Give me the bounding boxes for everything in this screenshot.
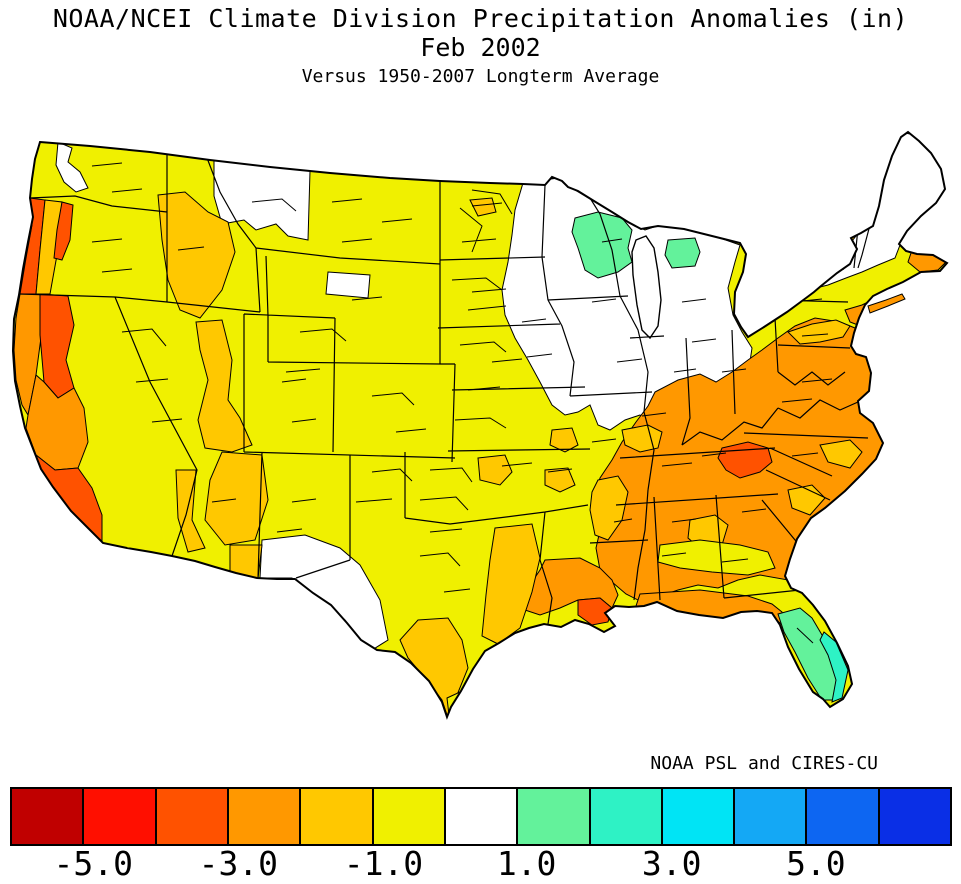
region-mississippi-amber bbox=[589, 475, 629, 541]
period-label: Feb 2002 bbox=[420, 33, 541, 62]
division-boundaries bbox=[91, 162, 833, 644]
state-boundaries bbox=[19, 149, 871, 625]
tick-label-neg1: -1.0 bbox=[343, 844, 424, 883]
lake-michigan bbox=[631, 235, 662, 340]
region-utah-amber bbox=[195, 319, 253, 453]
colorbar-cell-3 bbox=[226, 789, 300, 844]
region-california-sacramento-redorange bbox=[39, 293, 75, 399]
long-island bbox=[867, 293, 906, 314]
colorbar-cell-10 bbox=[733, 789, 806, 844]
us-outline bbox=[11, 130, 949, 720]
region-south-louisiana-redorange bbox=[577, 597, 613, 626]
colorbar-tick-labels: -5.0 -3.0 -1.0 1.0 3.0 5.0 bbox=[0, 844, 961, 884]
colorbar-cell-9 bbox=[660, 789, 734, 844]
tick-label-neg3: -3.0 bbox=[198, 844, 279, 883]
colorbar-cell-0 bbox=[12, 789, 83, 844]
region-arizona-central-amber bbox=[204, 451, 269, 546]
region-montana-east-white bbox=[325, 271, 371, 299]
region-missouri-sw-amber bbox=[544, 467, 576, 493]
colorbar-cell-6 bbox=[443, 789, 517, 844]
region-nc-east-amber bbox=[819, 439, 863, 469]
tick-label-neg5: -5.0 bbox=[53, 844, 133, 883]
colorbar bbox=[10, 787, 952, 846]
colorbar-cell-7 bbox=[516, 789, 589, 844]
colorbar-cell-12 bbox=[877, 789, 951, 844]
attribution-label: NOAA PSL and CIRES-CU bbox=[650, 753, 878, 774]
colorbar-cell-1 bbox=[82, 789, 155, 844]
region-upper-michigan-green bbox=[664, 237, 701, 269]
colorbar-cell-11 bbox=[805, 789, 878, 844]
colorbar-cell-2 bbox=[154, 789, 227, 844]
region-south-texas-amber bbox=[399, 617, 469, 717]
region-ne-texas-amber bbox=[477, 454, 513, 486]
colorbar-cell-5 bbox=[371, 789, 444, 844]
region-wisconsin-green bbox=[571, 211, 633, 279]
tick-label-pos3: 3.0 bbox=[641, 844, 702, 883]
colorbar-cell-4 bbox=[299, 789, 372, 844]
tick-label-pos5: 5.0 bbox=[786, 844, 846, 883]
page-title: NOAA/NCEI Climate Division Precipitation… bbox=[52, 4, 909, 33]
region-idaho-amber bbox=[157, 191, 236, 319]
region-sc-amber bbox=[787, 484, 826, 516]
tick-label-pos1: 1.0 bbox=[496, 844, 557, 883]
region-arizona-west-amber bbox=[175, 469, 206, 553]
region-pennsylvania-amber bbox=[787, 319, 851, 345]
region-missouri-west-amber bbox=[549, 427, 579, 453]
region-north-dakota-amber bbox=[469, 197, 497, 217]
colorbar-cell-8 bbox=[588, 789, 661, 844]
region-oregon-cascades-redorange bbox=[53, 201, 74, 261]
region-puget-sound-white bbox=[55, 141, 89, 193]
baseline-subtitle: Versus 1950-2007 Longterm Average bbox=[301, 66, 660, 87]
